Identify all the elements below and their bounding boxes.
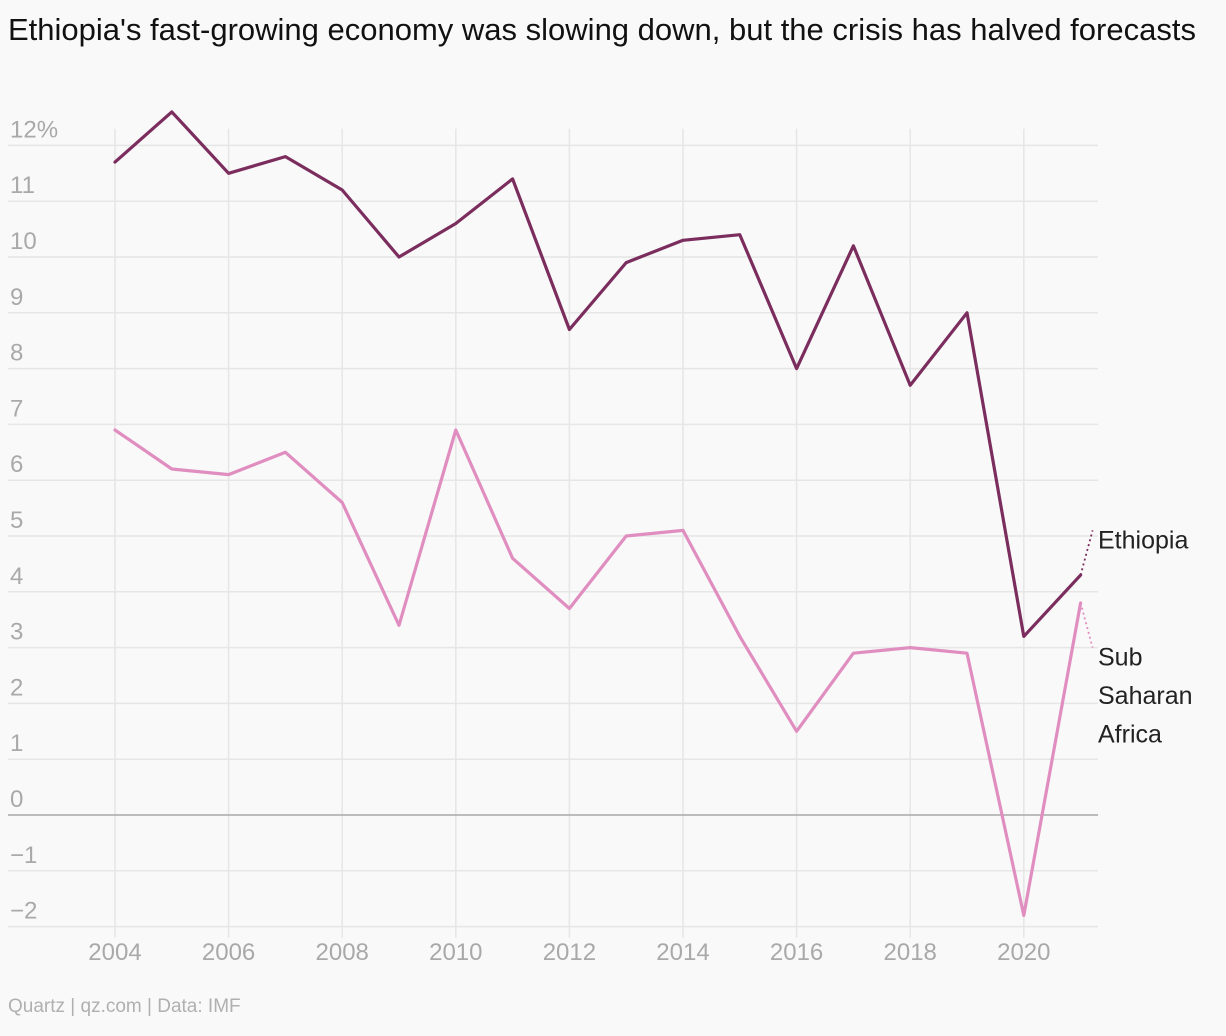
y-tick-label: 3 [10,619,23,646]
axis-ticks: 2004 2006 2008 2010 2012 2014 2016 2018 2020−2−1… [10,116,1050,966]
x-tick-label: 2012 [543,939,596,966]
series-line-1 [113,428,1083,918]
y-tick-label: 11 [10,172,35,199]
x-tick-label: 2016 [770,939,823,966]
series-labels: Ethiopia Sub Saharan Africa [1098,526,1193,748]
series-end-label: Saharan [1098,682,1193,710]
series-leader-line [1079,602,1094,648]
y-tick-label: 2 [10,674,23,701]
series-leader-line [1079,530,1094,576]
series-end-label: Ethiopia [1098,526,1188,554]
y-tick-label: 10 [10,228,37,255]
y-tick-label: 0 [10,786,23,813]
x-tick-label: 2008 [316,939,369,966]
y-tick-label: 12% [10,116,58,143]
x-tick-label: 2010 [429,939,482,966]
y-tick-label: 8 [10,340,23,367]
source-note: Quartz | qz.com | Data: IMF [8,996,241,1017]
y-tick-label: −1 [10,842,37,869]
y-tick-label: 5 [10,507,23,534]
y-tick-label: 9 [10,284,23,311]
chart-title: Ethiopia's fast-growing economy was slow… [8,12,1196,47]
x-tick-label: 2014 [656,939,709,966]
x-tick-label: 2004 [88,939,141,966]
series-end-label: Africa [1098,721,1162,749]
series-lines [113,110,1094,918]
series-end-label: Sub [1098,644,1142,672]
x-tick-label: 2018 [884,939,937,966]
y-tick-label: 7 [10,395,23,422]
x-tick-label: 2020 [997,939,1050,966]
series-line-0 [113,110,1083,639]
y-tick-label: −2 [10,898,37,925]
y-tick-label: 1 [10,730,23,757]
y-tick-label: 4 [10,563,23,590]
grid [8,128,1098,938]
y-tick-label: 6 [10,451,23,478]
x-tick-label: 2006 [202,939,255,966]
